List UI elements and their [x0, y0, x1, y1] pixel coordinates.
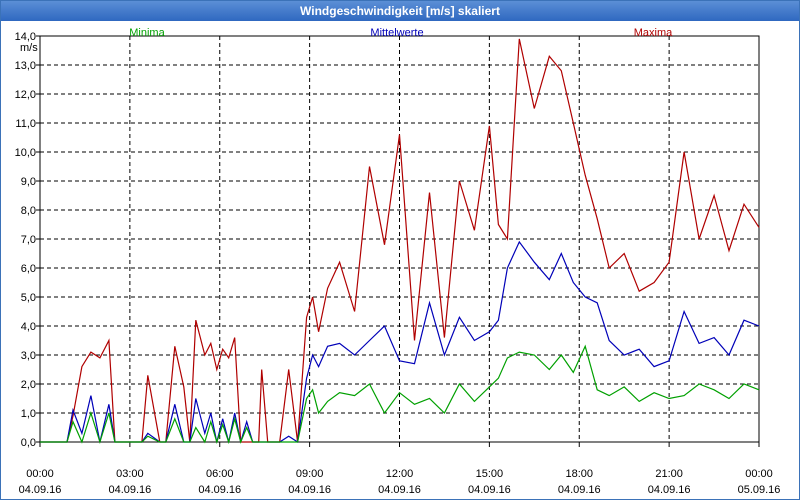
x-tick-time: 00:00	[745, 468, 773, 480]
y-tick-label: 10,0	[15, 147, 36, 159]
x-tick-time: 18:00	[565, 468, 593, 480]
x-tick-date: 05.09.16	[738, 484, 781, 496]
x-tick-date: 04.09.16	[648, 484, 691, 496]
wind-speed-chart: 0,0 1,0 2,0 3,0 4,0 5,0 6,0 7,0 8,0 9,0 10,0 11,0 12…	[15, 27, 781, 496]
y-tick-label: 9,0	[21, 176, 36, 188]
y-tick-label: 8,0	[21, 205, 36, 217]
x-tick-date: 04.09.16	[198, 484, 241, 496]
x-tick-time: 03:00	[116, 468, 144, 480]
x-tick-date: 04.09.16	[378, 484, 421, 496]
y-tick-label: 2,0	[21, 379, 36, 391]
x-tick-date: 04.09.16	[288, 484, 331, 496]
y-axis-label: m/s	[20, 42, 38, 54]
x-tick-time: 21:00	[655, 468, 683, 480]
legend-maxima: Maxima	[634, 27, 673, 39]
x-tick-date: 04.09.16	[108, 484, 151, 496]
legend-minima: Minima	[129, 27, 165, 39]
x-tick-date: 04.09.16	[19, 484, 62, 496]
y-tick-label: 7,0	[21, 234, 36, 246]
y-tick-label: 13,0	[15, 60, 36, 72]
legend-mittelwerte: Mittelwerte	[370, 27, 423, 39]
x-tick-time: 00:00	[26, 468, 54, 480]
y-tick-label: 3,0	[21, 350, 36, 362]
y-tick-label: 14,0	[15, 31, 36, 43]
y-tick-label: 4,0	[21, 321, 36, 333]
y-tick-label: 0,0	[21, 437, 36, 449]
y-tick-label: 1,0	[21, 408, 36, 420]
series-line-minima	[40, 344, 760, 445]
y-tick-label: 11,0	[15, 118, 36, 130]
x-tick-time: 12:00	[386, 468, 414, 480]
x-tick-time: 06:00	[206, 468, 234, 480]
y-tick-label: 6,0	[21, 263, 36, 275]
x-tick-time: 09:00	[296, 468, 324, 480]
y-tick-label: 12,0	[15, 89, 36, 101]
window-title: Windgeschwindigkeit [m/s] skaliert	[1, 1, 799, 21]
x-tick-time: 15:00	[476, 468, 504, 480]
y-tick-label: 5,0	[21, 292, 36, 304]
x-tick-date: 04.09.16	[558, 484, 601, 496]
x-tick-date: 04.09.16	[468, 484, 511, 496]
